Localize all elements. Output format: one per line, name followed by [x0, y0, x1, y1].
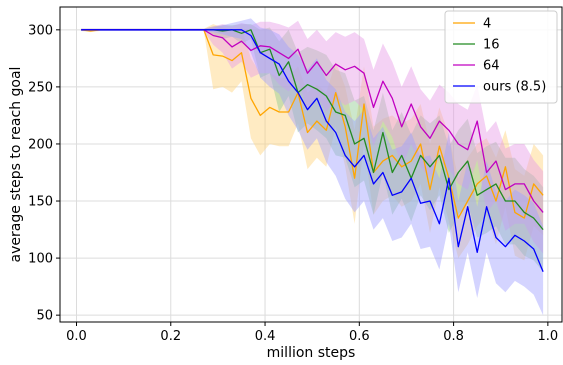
x-tick-label: 1.0 — [538, 329, 559, 344]
axis-ticks: 0.0 0.2 0.4 0.6 0.8 1.0 50 100 150 200 250 300 — [28, 23, 558, 344]
band-series-2 — [81, 24, 544, 272]
y-tick-label: 300 — [28, 23, 53, 38]
x-tick-label: 0.8 — [443, 329, 464, 344]
y-tick-label: 150 — [28, 195, 53, 210]
x-tick-label: 0.0 — [66, 329, 87, 344]
x-tick-label: 0.6 — [349, 329, 370, 344]
band-series-4 — [81, 18, 544, 316]
plot-frame — [59, 6, 563, 323]
legend-label: ours (8.5) — [483, 80, 546, 95]
legend: 4 16 64 ours (8.5) — [444, 10, 558, 104]
x-tick-label: 0.4 — [255, 329, 276, 344]
line-series-4 — [81, 29, 544, 273]
x-axis-label: million steps — [267, 345, 356, 361]
legend-box — [444, 10, 558, 104]
legend-label: 16 — [483, 38, 500, 53]
series-lines — [81, 29, 544, 273]
y-tick-label: 50 — [36, 309, 53, 324]
y-axis-label: average steps to reach goal — [8, 67, 24, 263]
legend-label: 64 — [483, 59, 500, 74]
y-tick-label: 250 — [28, 80, 53, 95]
x-tick-label: 0.2 — [160, 329, 181, 344]
y-tick-label: 200 — [28, 137, 53, 152]
legend-label: 4 — [483, 17, 491, 32]
y-tick-label: 100 — [28, 252, 53, 267]
